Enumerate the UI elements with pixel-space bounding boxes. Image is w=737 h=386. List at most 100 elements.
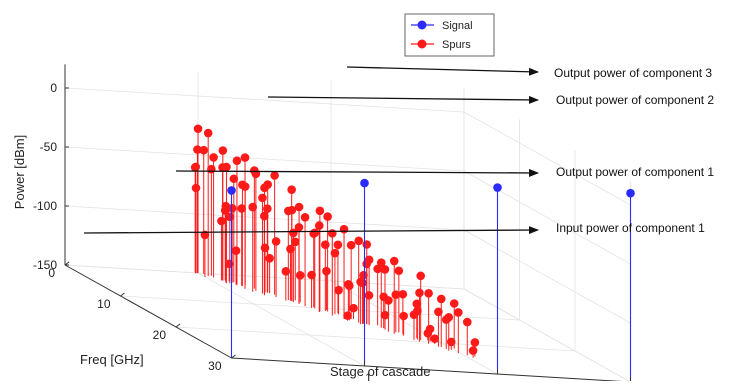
grid-line-back-wall — [64, 87, 465, 113]
spur-marker — [231, 246, 241, 255]
spur-marker — [462, 317, 472, 327]
spur-marker — [376, 258, 386, 267]
signal-marker — [227, 186, 236, 195]
spur-marker — [364, 255, 374, 265]
spur-marker — [232, 156, 242, 166]
freq-tick-mark — [64, 261, 70, 266]
spur-marker — [286, 244, 295, 254]
spur-marker — [221, 201, 231, 211]
legend-signal-label: Signal — [442, 20, 473, 32]
spur-marker — [310, 228, 320, 238]
spur-marker — [380, 310, 390, 320]
grid-line-side-wall — [463, 170, 631, 265]
spur-marker — [217, 216, 226, 226]
spur-marker — [281, 267, 291, 276]
spur-marker — [346, 240, 356, 250]
spur-marker — [389, 256, 399, 266]
spur-marker — [237, 204, 246, 213]
spur-marker — [287, 205, 297, 215]
spur-marker — [356, 277, 365, 287]
spur-marker — [446, 337, 456, 347]
spur-marker — [409, 310, 419, 319]
spur-marker — [314, 221, 324, 230]
arrow-layer — [83, 66, 539, 235]
freq-tick-label: 0 — [48, 266, 55, 280]
grid-line-back-wall — [64, 146, 465, 172]
spur-marker — [320, 240, 330, 250]
freq-tick-mark — [175, 323, 181, 328]
grid-line-side-wall — [463, 111, 631, 206]
freq-axis-line — [64, 264, 232, 359]
spur-marker — [203, 128, 213, 138]
spur-marker — [193, 124, 203, 134]
spur-marker — [398, 289, 408, 299]
spur-marker — [218, 146, 228, 155]
spur-marker — [328, 229, 337, 238]
spur-marker — [315, 206, 325, 216]
annotation-component-2: Output power of component 2 — [556, 93, 714, 107]
power-tick-label: -50 — [40, 140, 58, 154]
legend-signal-marker — [417, 20, 427, 30]
annotation-component-3: Output power of component 3 — [554, 66, 712, 80]
spur-marker — [248, 202, 258, 212]
annotation-component-1-input: Input power of component 1 — [556, 221, 705, 235]
spur-marker — [229, 174, 239, 184]
spur-marker — [449, 299, 459, 308]
spur-marker — [425, 324, 435, 334]
spur-marker — [436, 294, 446, 304]
spur-marker — [199, 145, 209, 155]
spur-marker — [354, 236, 363, 246]
legend-spurs-label: Spurs — [442, 39, 471, 51]
spur-marker — [470, 338, 480, 347]
annotation-component-1-output: Output power of component 1 — [556, 165, 714, 179]
spur-marker — [412, 299, 422, 309]
spur-marker — [209, 153, 218, 162]
spur-marker — [333, 240, 343, 250]
power-tick-label: 0 — [50, 81, 57, 95]
spur-marker — [454, 308, 463, 317]
spur-marker — [345, 281, 354, 291]
signal-marker — [493, 183, 502, 192]
spur-marker — [294, 202, 304, 212]
spur-marker — [222, 162, 231, 172]
spur-marker — [270, 171, 279, 180]
legend-spurs-marker — [417, 39, 427, 49]
signal-marker — [360, 178, 369, 188]
spur-marker — [339, 224, 349, 234]
spur-marker — [359, 270, 368, 280]
spur-marker — [323, 212, 332, 221]
spur-marker — [240, 153, 250, 162]
grid-line-floor — [175, 326, 576, 352]
signal-marker — [626, 188, 635, 198]
grid-line-floor — [463, 288, 631, 383]
spur-marker — [307, 270, 316, 280]
freq-tick-label: 30 — [208, 359, 222, 373]
arrow-component-3 — [346, 66, 539, 76]
power-tick-label: -100 — [33, 199, 57, 213]
spur-marker — [362, 240, 372, 249]
spur-marker — [260, 183, 269, 193]
spur-marker — [468, 346, 478, 355]
spur-marker — [349, 303, 358, 313]
spur-marker — [191, 183, 201, 193]
spur-marker — [444, 313, 454, 322]
spur-marker — [322, 266, 331, 276]
annotation-layer: Output power of component 3 Output power… — [554, 66, 714, 235]
y-axis-label: Power [dBm] — [12, 135, 27, 209]
spur-marker — [334, 285, 343, 295]
spur-marker — [384, 296, 393, 305]
stage-axis-line — [231, 357, 631, 383]
spur-marker — [300, 212, 310, 222]
power-tick-label: -150 — [33, 258, 57, 272]
legend: Signal Spurs — [404, 13, 495, 57]
grid-line-side-wall — [463, 229, 631, 324]
spur-marker — [271, 237, 281, 246]
spur-marker — [416, 271, 425, 281]
stage-tick-label: 1 — [365, 371, 372, 381]
stem-layer — [190, 124, 635, 382]
spur-marker — [394, 266, 404, 276]
spur-marker — [295, 271, 305, 280]
freq-tick-mark — [231, 354, 236, 359]
arrow-component-1-input — [83, 226, 539, 235]
